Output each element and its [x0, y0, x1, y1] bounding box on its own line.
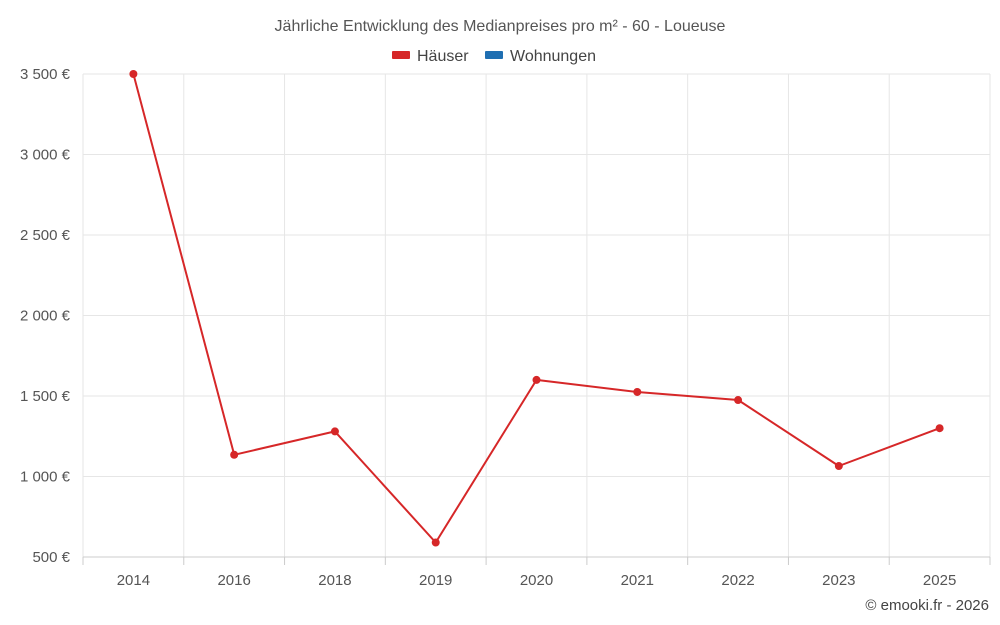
data-point[interactable]: [532, 375, 541, 384]
x-tick-label: 2020: [520, 572, 553, 589]
data-point[interactable]: [734, 396, 743, 405]
y-tick-label: 2 000 €: [20, 308, 71, 325]
x-tick-label: 2014: [117, 572, 150, 589]
legend-label-wohnungen: Wohnungen: [510, 48, 596, 65]
series-layer: [129, 70, 944, 547]
y-tick-label: 500 €: [32, 549, 70, 566]
y-tick-label: 2 500 €: [20, 227, 71, 244]
credit-text: © emooki.fr - 2026: [865, 597, 989, 614]
data-point[interactable]: [633, 387, 642, 396]
legend-item-wohnungen[interactable]: Wohnungen: [485, 48, 596, 65]
x-axis: 2014 2016 2018 2019 2020 2021 2022 2023 2025: [82, 556, 991, 589]
y-tick-label: 1 500 €: [20, 388, 71, 405]
legend-label-haeuser: Häuser: [417, 48, 469, 65]
y-tick-label: 3 500 €: [20, 66, 71, 83]
grid: [82, 73, 991, 557]
x-tick-label: 2016: [217, 572, 250, 589]
series-line-0: [132, 73, 940, 544]
data-point[interactable]: [431, 538, 440, 547]
y-tick-label: 1 000 €: [20, 469, 71, 486]
data-point[interactable]: [935, 424, 944, 433]
x-tick-label: 2018: [318, 572, 351, 589]
data-point[interactable]: [834, 462, 843, 471]
x-tick-label: 2022: [721, 572, 754, 589]
legend-swatch-wohnungen: [485, 51, 503, 59]
legend-item-haeuser[interactable]: Häuser: [392, 48, 469, 65]
legend-swatch-haeuser: [392, 51, 410, 59]
y-axis: 500 € 1 000 € 1 500 € 2 000 € 2 500 € 3 000 €…: [20, 66, 71, 566]
data-point[interactable]: [330, 427, 339, 436]
x-tick-label: 2019: [419, 572, 452, 589]
data-point[interactable]: [230, 450, 239, 459]
data-point[interactable]: [129, 70, 138, 78]
legend: Häuser Wohnungen: [392, 48, 596, 65]
chart-title: Jährliche Entwicklung des Medianpreises …: [275, 18, 726, 35]
x-tick-label: 2021: [621, 572, 654, 589]
y-tick-label: 3 000 €: [20, 147, 71, 164]
x-tick-label: 2025: [923, 572, 956, 589]
x-tick-label: 2023: [822, 572, 855, 589]
